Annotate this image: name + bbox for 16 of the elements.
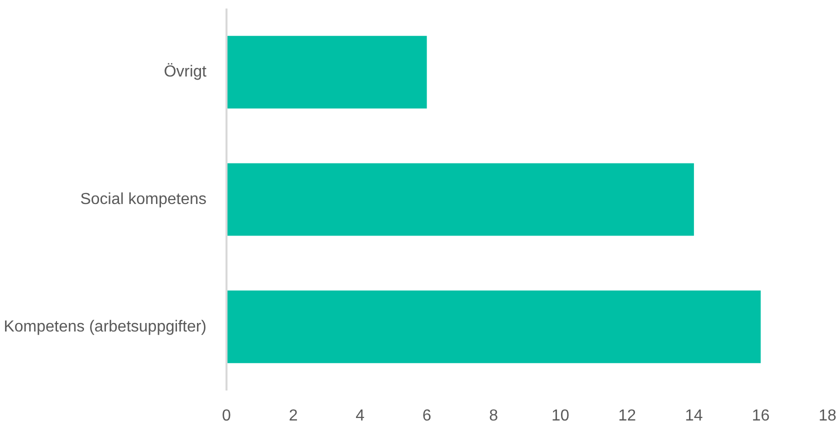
bar — [226, 290, 761, 364]
x-tick-label: 6 — [422, 408, 432, 423]
y-tick-label: Kompetens (arbetsuppgifter) — [4, 318, 207, 336]
x-tick-label: 16 — [752, 408, 770, 423]
x-tick-label: 12 — [618, 408, 636, 423]
y-tick-label: Övrigt — [164, 62, 208, 81]
x-tick-label: 8 — [489, 408, 498, 423]
y-tick-label: Social kompetens — [80, 191, 207, 208]
x-tick-label: 18 — [818, 408, 836, 423]
x-tick-label: 0 — [222, 408, 232, 423]
bar — [226, 163, 694, 236]
x-tick-label: 2 — [288, 408, 298, 423]
x-tick-label: 10 — [551, 408, 570, 423]
x-tick-label: 14 — [685, 408, 703, 423]
x-tick-label: 4 — [356, 408, 365, 423]
bar — [226, 36, 427, 108]
